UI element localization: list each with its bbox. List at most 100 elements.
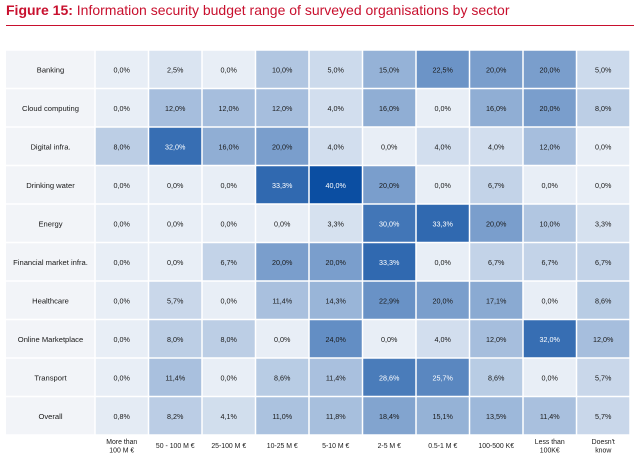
cell-value: 8,6% bbox=[274, 373, 291, 382]
cell-value: 6,7% bbox=[595, 258, 612, 267]
column-label-line: know bbox=[595, 448, 611, 455]
cell-value: 0,0% bbox=[542, 296, 559, 305]
column-label-line: More than bbox=[106, 439, 137, 446]
cell-value: 0,0% bbox=[542, 181, 559, 190]
heatmap-cell bbox=[202, 319, 256, 358]
heatmap-cell bbox=[416, 242, 470, 281]
cell-value: 0,0% bbox=[381, 335, 398, 344]
row-label: Transport bbox=[34, 373, 67, 382]
heatmap-cell bbox=[309, 242, 363, 281]
heatmap-cell bbox=[309, 358, 363, 397]
heatmap-cell bbox=[148, 281, 202, 320]
heatmap-cell bbox=[95, 50, 149, 89]
heatmap-cell bbox=[202, 165, 256, 204]
heatmap-cell bbox=[148, 204, 202, 243]
cell-value: 3,3% bbox=[595, 219, 612, 228]
row-header-cell bbox=[6, 396, 95, 435]
heatmap-cell bbox=[362, 242, 416, 281]
cell-value: 11,4% bbox=[540, 412, 560, 421]
cell-value: 20,0% bbox=[433, 296, 454, 305]
heatmap-cell bbox=[148, 88, 202, 127]
heatmap-cell bbox=[95, 396, 149, 435]
heatmap-cell bbox=[416, 358, 470, 397]
heatmap-cell bbox=[255, 204, 309, 243]
cell-value: 20,0% bbox=[326, 258, 347, 267]
heatmap-cell bbox=[469, 242, 523, 281]
row-header-cell bbox=[6, 204, 95, 243]
heatmap-cell bbox=[309, 396, 363, 435]
column-label-line: Doesn't bbox=[592, 439, 615, 446]
heatmap-cell bbox=[416, 204, 470, 243]
cell-value: 16,0% bbox=[379, 104, 400, 113]
heatmap-cell bbox=[95, 358, 149, 397]
cell-value: 16,0% bbox=[219, 142, 240, 151]
column-label-line: 100K€ bbox=[540, 448, 560, 455]
heatmap-cell bbox=[255, 396, 309, 435]
heatmap-cell bbox=[362, 88, 416, 127]
cell-value: 20,0% bbox=[272, 142, 293, 151]
heatmap-cell bbox=[362, 127, 416, 166]
cell-value: 0,0% bbox=[167, 258, 184, 267]
heatmap-cell bbox=[416, 165, 470, 204]
cell-value: 28,6% bbox=[379, 373, 400, 382]
row-header-cell bbox=[6, 127, 95, 166]
heatmap-cell bbox=[416, 396, 470, 435]
row-label: Financial market infra. bbox=[13, 258, 88, 267]
heatmap-cell bbox=[362, 281, 416, 320]
heatmap-cell bbox=[202, 358, 256, 397]
cell-value: 33,3% bbox=[272, 181, 293, 190]
column-label-line: Less than bbox=[535, 439, 565, 446]
cell-value: 11,8% bbox=[326, 412, 346, 421]
cell-value: 11,4% bbox=[165, 373, 185, 382]
heatmap-cell bbox=[309, 88, 363, 127]
heatmap-cell bbox=[95, 319, 149, 358]
heatmap-cell bbox=[576, 281, 630, 320]
heatmap-cell bbox=[255, 50, 309, 89]
cell-value: 6,7% bbox=[488, 181, 505, 190]
cell-value: 12,0% bbox=[593, 335, 614, 344]
cell-value: 0,0% bbox=[167, 181, 184, 190]
heatmap-cell bbox=[255, 242, 309, 281]
cell-value: 5,7% bbox=[167, 296, 184, 305]
cell-value: 14,3% bbox=[326, 296, 347, 305]
heatmap-cell bbox=[469, 319, 523, 358]
column-label-line: 2-5 M € bbox=[378, 443, 402, 450]
heatmap-cell bbox=[95, 242, 149, 281]
heatmap-cell bbox=[469, 281, 523, 320]
heatmap-cell bbox=[255, 358, 309, 397]
cell-value: 4,0% bbox=[435, 335, 452, 344]
column-label: Doesn't know bbox=[592, 439, 615, 455]
row-label: Banking bbox=[37, 65, 64, 74]
cell-value: 0,0% bbox=[595, 181, 612, 190]
cell-value: 11,0% bbox=[272, 412, 292, 421]
cell-value: 20,0% bbox=[486, 65, 507, 74]
cell-value: 0,0% bbox=[221, 219, 238, 228]
column-label: Less than 100K€ bbox=[535, 439, 565, 455]
cell-value: 0,0% bbox=[167, 219, 184, 228]
heatmap-cell bbox=[523, 88, 577, 127]
cell-value: 12,0% bbox=[219, 104, 240, 113]
heatmap-cell bbox=[255, 127, 309, 166]
heatmap-cell bbox=[469, 396, 523, 435]
cell-value: 0,0% bbox=[221, 373, 238, 382]
row-label: Cloud computing bbox=[22, 104, 79, 113]
row-header-cell bbox=[6, 281, 95, 320]
heatmap-cell bbox=[309, 127, 363, 166]
heatmap-cell bbox=[148, 242, 202, 281]
cell-value: 22,9% bbox=[379, 296, 400, 305]
heatmap-cell bbox=[523, 319, 577, 358]
cell-value: 4,0% bbox=[328, 104, 345, 113]
heatmap-cell bbox=[469, 50, 523, 89]
row-label: Digital infra. bbox=[30, 142, 70, 151]
cell-value: 30,0% bbox=[379, 219, 400, 228]
row-header-cell bbox=[6, 165, 95, 204]
cell-value: 10,0% bbox=[540, 219, 561, 228]
cell-value: 20,0% bbox=[379, 181, 400, 190]
heatmap-cell bbox=[202, 281, 256, 320]
heatmap-cell bbox=[523, 204, 577, 243]
heatmap-cell bbox=[95, 281, 149, 320]
heatmap-cell bbox=[576, 50, 630, 89]
cell-value: 0,0% bbox=[274, 335, 291, 344]
cell-value: 0,0% bbox=[114, 373, 131, 382]
